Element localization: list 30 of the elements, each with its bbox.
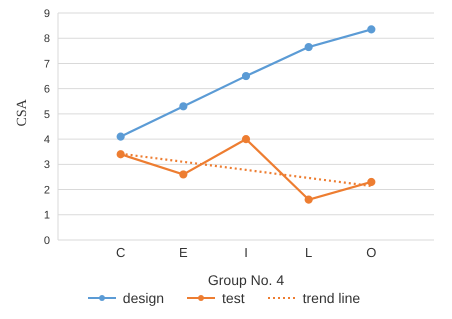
y-tick-label: 4 [44, 134, 50, 146]
y-axis-title: CSA [14, 98, 30, 126]
x-axis-title: Group No. 4 [208, 272, 284, 288]
point [304, 196, 313, 204]
x-tick-label: C [116, 245, 126, 260]
point [242, 72, 250, 80]
y-tick-label: 7 [44, 58, 50, 70]
point [179, 102, 188, 110]
y-tick-label: 2 [44, 184, 50, 196]
x-tick-label: E [178, 245, 188, 260]
y-tick-label: 3 [44, 159, 50, 172]
point [367, 25, 376, 34]
x-tick-label: L [305, 245, 312, 260]
y-tick-label: 8 [44, 33, 50, 46]
y-tick-label: 9 [44, 8, 50, 20]
point [179, 170, 188, 179]
y-tick-label: 1 [44, 210, 50, 222]
point [116, 150, 125, 158]
legend-label: test [222, 290, 245, 306]
point [116, 132, 125, 141]
y-tick-label: 0 [44, 234, 50, 247]
y-tick-label: 6 [44, 84, 50, 96]
point [242, 135, 250, 144]
point [304, 42, 313, 52]
x-tick-label: O [366, 245, 376, 260]
legend-label: design [122, 290, 164, 306]
x-tick-label: I [244, 245, 248, 260]
y-tick-label: 5 [44, 108, 50, 121]
legend-label: trend line [302, 290, 360, 306]
point [367, 178, 376, 186]
